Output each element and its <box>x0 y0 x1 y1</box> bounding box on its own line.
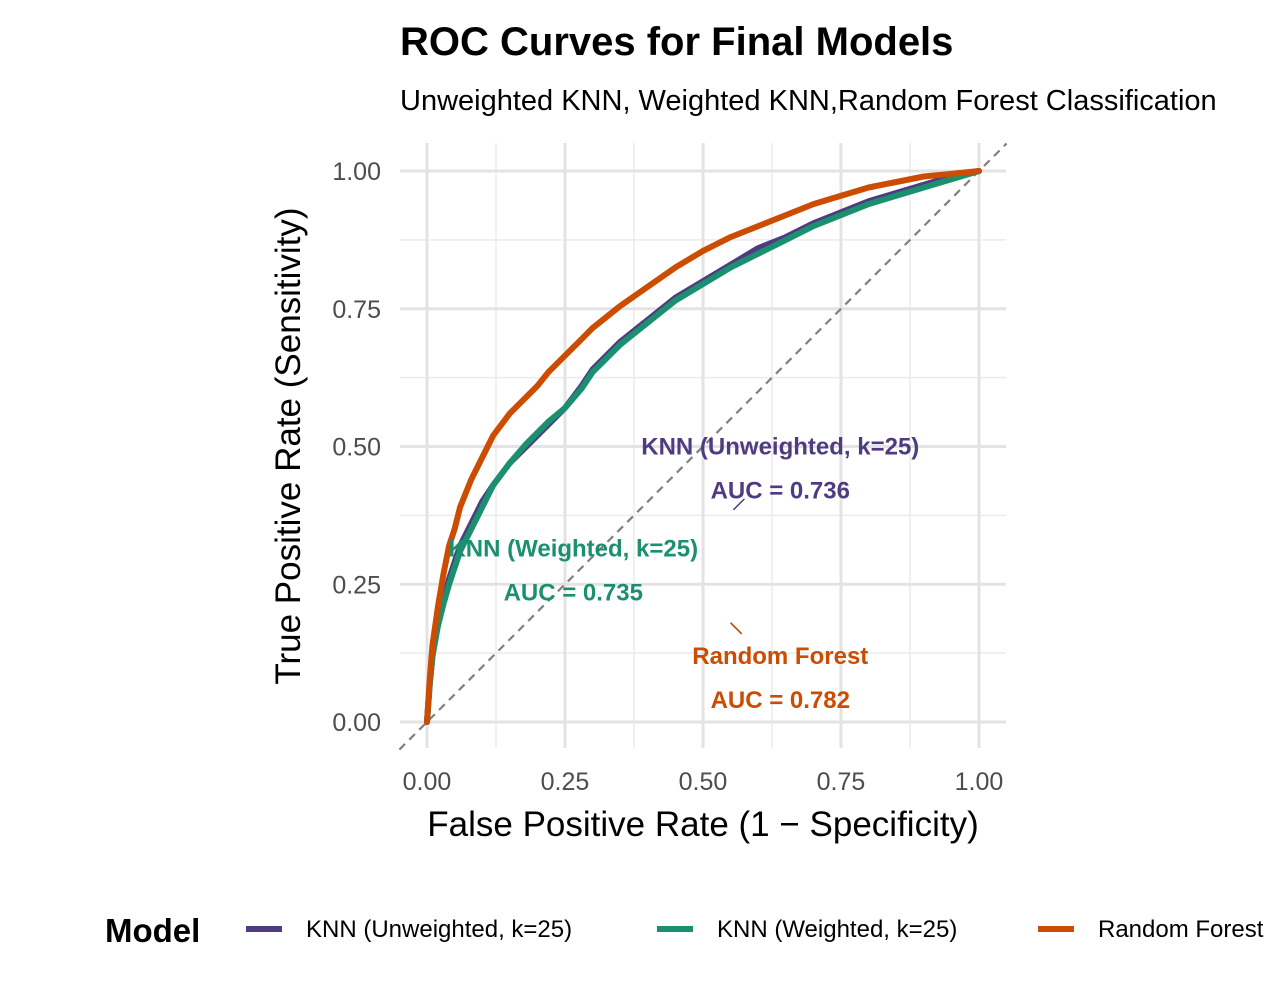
y-axis-title: True Positive Rate (Sensitivity) <box>269 207 308 684</box>
x-tick-label: 0.75 <box>817 768 866 796</box>
y-tick-label: 0.25 <box>332 571 381 599</box>
annotation-auc-2: AUC = 0.782 <box>711 687 850 714</box>
legend-label-2: Random Forest <box>1098 916 1264 943</box>
series-layer <box>424 168 982 725</box>
legend: Model KNN (Unweighted, k=25) KNN (Weighte… <box>105 912 1264 949</box>
x-tick-label: 0.00 <box>403 768 452 796</box>
legend-title: Model <box>105 912 200 949</box>
diagonal-reference-line <box>398 142 1008 751</box>
annotation-label-0: KNN (Unweighted, k=25) <box>641 434 919 461</box>
grid <box>400 143 1006 748</box>
annotation-label-1: KNN (Weighted, k=25) <box>448 535 698 562</box>
annotation-leader-0 <box>732 498 745 511</box>
chart-subtitle: Unweighted KNN, Weighted KNN,Random Fore… <box>400 85 1217 117</box>
legend-label-1: KNN (Weighted, k=25) <box>717 916 957 943</box>
x-tick-label: 1.00 <box>955 768 1004 796</box>
annotation-auc-1: AUC = 0.735 <box>504 579 643 606</box>
tick-labels: 0.00 0.25 0.50 0.75 1.00 0.00 0.25 0.50 0.75 1.00 <box>332 158 1003 796</box>
roc-line-2 <box>424 168 982 725</box>
y-tick-label: 0.75 <box>332 296 381 324</box>
reference-line <box>398 142 1008 751</box>
chart-title: ROC Curves for Final Models <box>400 20 953 64</box>
annotation-label-2: Random Forest <box>692 643 868 670</box>
x-tick-label: 0.50 <box>679 768 728 796</box>
annotation-auc-0: AUC = 0.736 <box>711 478 850 505</box>
roc-line-1 <box>424 168 982 725</box>
y-tick-label: 0.00 <box>332 709 381 737</box>
annotation-layer: KNN (Unweighted, k=25) AUC = 0.736 KNN (We… <box>448 434 919 714</box>
legend-label-0: KNN (Unweighted, k=25) <box>306 916 572 943</box>
x-tick-label: 0.25 <box>541 768 590 796</box>
y-tick-label: 1.00 <box>332 158 381 186</box>
y-tick-label: 0.50 <box>332 434 381 462</box>
annotation-leader-2 <box>730 622 743 635</box>
x-axis-title: False Positive Rate (1 − Specificity) <box>427 805 978 844</box>
